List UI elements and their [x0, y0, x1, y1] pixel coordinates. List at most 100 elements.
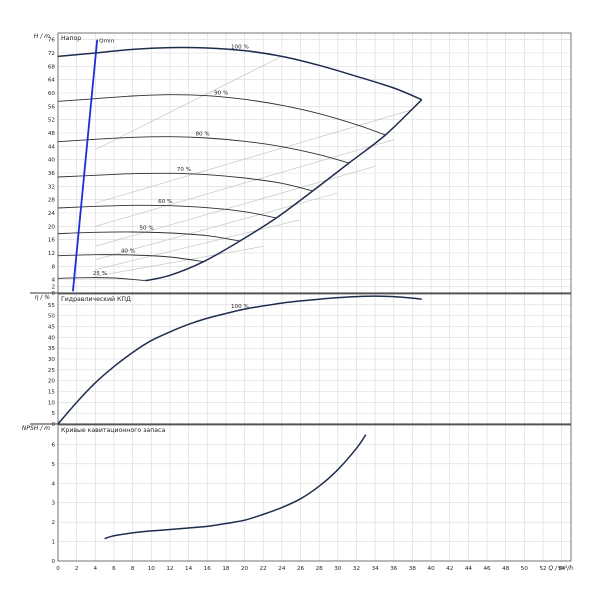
curve-label: 60 % — [158, 199, 172, 205]
y-tick-label: 40 — [48, 335, 56, 341]
y-tick-label: 2 — [51, 284, 55, 290]
panel-frame-npsh — [57, 424, 572, 562]
y-tick-label: 20 — [48, 224, 56, 230]
y-tick-label: 10 — [48, 400, 56, 406]
x-tick-label: 24 — [278, 566, 286, 572]
y-tick-label: 28 — [48, 198, 56, 204]
curve-label: 50 % — [139, 226, 153, 232]
x-tick-label: 48 — [502, 566, 510, 572]
x-tick-label: 28 — [316, 566, 324, 572]
panel-title-head: Напор — [61, 35, 81, 42]
x-tick-label: 36 — [390, 566, 398, 572]
y-tick-label: 2 — [51, 520, 55, 526]
x-tick-label: 26 — [297, 566, 305, 572]
npsh-curve — [104, 434, 367, 540]
x-tick-label: 2 — [75, 566, 79, 572]
x-tick-label: 16 — [204, 566, 212, 572]
y-axis-label: H / m — [34, 33, 50, 40]
y-tick-label: 12 — [48, 251, 55, 257]
x-tick-label: 52 — [539, 566, 546, 572]
y-tick-label: 52 — [48, 118, 55, 124]
x-tick-label: 46 — [483, 566, 491, 572]
head-curve-90-percent — [57, 94, 386, 136]
head-curve-60-percent — [57, 204, 277, 219]
y-tick-label: 55 — [48, 303, 56, 309]
y-axis-label: NPSH / m — [22, 425, 50, 432]
efficiency-iso-line — [95, 192, 338, 260]
x-tick-label: 38 — [409, 566, 417, 572]
x-tick-label: 44 — [465, 566, 473, 572]
y-tick-label: 50 — [48, 314, 56, 320]
curve-label: 70 % — [177, 167, 191, 173]
head-curve-70-percent — [57, 172, 313, 192]
efficiency-iso-line — [95, 109, 413, 204]
x-tick-label: 40 — [428, 566, 436, 572]
y-tick-label: 20 — [48, 379, 56, 385]
y-tick-label: 25 — [48, 368, 56, 374]
grid-npsh — [57, 425, 571, 562]
y-tick-label: 56 — [48, 104, 56, 110]
head-envelope-curve — [145, 99, 423, 282]
x-tick-label: 50 — [521, 566, 529, 572]
efficiency-iso-line — [95, 56, 282, 150]
x-tick-label: 22 — [260, 566, 267, 572]
x-tick-label: 14 — [185, 566, 193, 572]
x-tick-label: 30 — [334, 566, 342, 572]
x-tick-label: 10 — [148, 566, 156, 572]
y-tick-label: 72 — [48, 51, 55, 57]
x-tick-label: 20 — [241, 566, 249, 572]
y-tick-label: 3 — [51, 501, 55, 507]
y-tick-label: 0 — [51, 291, 55, 297]
x-tick-label: 4 — [94, 566, 98, 572]
y-tick-label: 15 — [48, 390, 56, 396]
x-tick-label: 42 — [446, 566, 453, 572]
x-tick-label: 54 — [558, 566, 566, 572]
y-tick-label: 44 — [48, 144, 56, 150]
y-tick-label: 1 — [51, 540, 55, 546]
grid-efficiency — [57, 294, 571, 425]
y-tick-label: 64 — [48, 78, 56, 84]
y-tick-label: 76 — [48, 38, 56, 44]
x-tick-label: 34 — [372, 566, 380, 572]
y-tick-label: 30 — [48, 357, 56, 363]
panel-title-npsh: Кривые кавитационного запаса — [61, 427, 165, 434]
y-tick-label: 16 — [48, 238, 56, 244]
y-tick-label: 5 — [51, 411, 55, 417]
curve-label: 100 % — [231, 44, 249, 50]
curve-label: 25 % — [93, 271, 107, 277]
y-tick-label: 4 — [51, 481, 55, 487]
head-curve-25-percent — [57, 277, 146, 282]
y-tick-label: 60 — [48, 91, 56, 97]
panel-title-efficiency: Гидравлический КПД — [61, 295, 131, 303]
efficiency-iso-line — [95, 246, 264, 277]
y-tick-label: 68 — [48, 64, 56, 70]
x-tick-label: 18 — [222, 566, 230, 572]
efficiency-iso-line — [95, 219, 301, 270]
curve-label: 40 % — [121, 248, 135, 254]
x-axis-label: Q / m³/h — [548, 565, 573, 572]
qmin-label: Qmin — [99, 39, 114, 45]
y-tick-label: 0 — [51, 422, 55, 428]
x-tick-label: 0 — [56, 566, 60, 572]
head-curve-40-percent — [57, 254, 204, 263]
y-tick-label: 8 — [51, 264, 55, 270]
grid-head — [57, 33, 571, 294]
y-tick-label: 6 — [51, 442, 55, 448]
y-tick-label: 32 — [48, 184, 55, 190]
head-curve-50-percent — [57, 231, 240, 242]
curve-label: 90 % — [214, 91, 228, 97]
efficiency-curve-label: 100 % — [231, 304, 249, 310]
y-tick-label: 35 — [48, 346, 56, 352]
efficiency-iso-line — [95, 166, 376, 247]
x-tick-label: 6 — [112, 566, 116, 572]
head-curve-80-percent — [57, 136, 350, 164]
y-tick-label: 24 — [48, 211, 56, 217]
qmin-line — [72, 39, 99, 292]
y-tick-label: 48 — [48, 131, 56, 137]
head-curve-100-percent — [57, 46, 423, 101]
x-tick-label: 12 — [166, 566, 173, 572]
y-tick-label: 36 — [48, 171, 56, 177]
efficiency-iso-line — [95, 139, 394, 227]
